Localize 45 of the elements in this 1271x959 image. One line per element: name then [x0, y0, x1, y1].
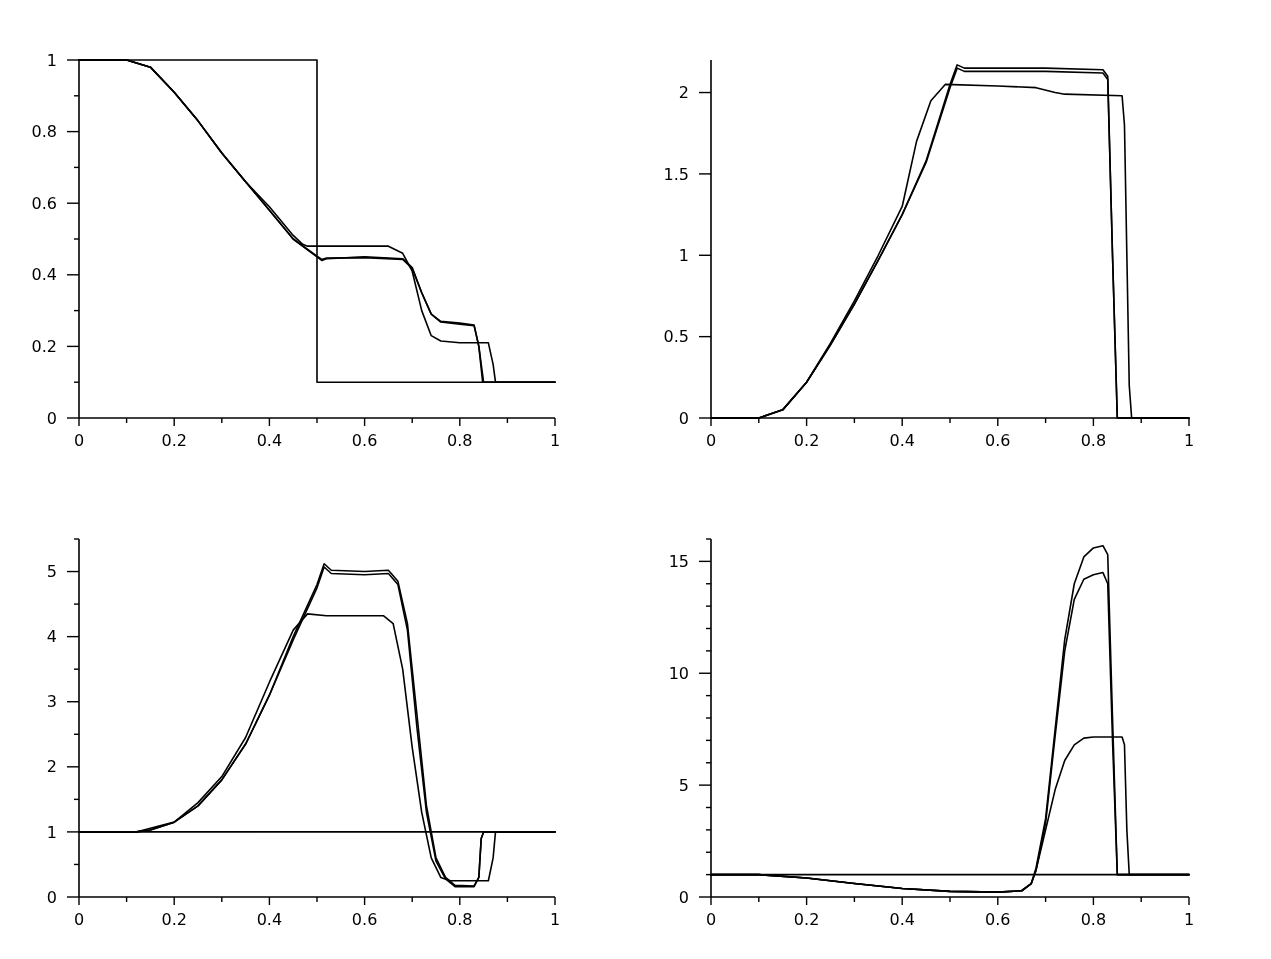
- y-tick-label: 0.6: [31, 193, 57, 213]
- y-tick-label: 10: [668, 663, 689, 683]
- x-tick-label: 0.4: [256, 431, 283, 450]
- x-tick-label: 1: [549, 910, 561, 929]
- x-tick-label: 0: [73, 431, 85, 450]
- x-tick-label: 0.4: [256, 910, 283, 929]
- y-tick-label: 3: [46, 692, 57, 712]
- x-tick-label: 1: [1183, 910, 1195, 929]
- y-tick-label: 2: [46, 757, 57, 777]
- x-tick-label: 1: [549, 431, 561, 450]
- x-tick-label: 0.4: [889, 910, 915, 929]
- y-tick-label: 0.4: [31, 265, 57, 285]
- y-tick-label: 0: [46, 887, 57, 907]
- y-tick-label: 2: [678, 83, 689, 103]
- y-tick-label: 0.8: [31, 122, 57, 142]
- y-tick-label: 1: [678, 245, 689, 265]
- y-tick-label: 15: [668, 551, 689, 571]
- y-tick-label: 0: [46, 408, 57, 428]
- y-tick-label: 4: [46, 627, 57, 647]
- x-tick-label: 0: [73, 910, 85, 929]
- y-tick-label: 0.5: [663, 327, 689, 347]
- x-tick-label: 1: [1183, 431, 1195, 450]
- x-tick-label: 0.6: [351, 910, 378, 929]
- y-tick-label: 0: [678, 408, 689, 428]
- x-tick-label: 0.8: [1080, 431, 1107, 450]
- x-tick-label: 0.4: [889, 431, 915, 450]
- x-tick-label: 0.2: [161, 431, 187, 450]
- y-tick-label: 0.2: [31, 337, 57, 356]
- y-tick-label: 1: [46, 50, 57, 70]
- x-tick-label: 0: [705, 910, 717, 929]
- x-tick-label: 0.8: [447, 431, 473, 450]
- y-tick-label: 1.5: [663, 164, 689, 184]
- y-tick-label: 5: [46, 562, 57, 582]
- x-tick-label: 0.6: [985, 910, 1011, 929]
- x-tick-label: 0.6: [985, 431, 1011, 450]
- x-tick-label: 0.2: [793, 910, 820, 929]
- x-tick-label: 0.2: [793, 431, 820, 450]
- x-tick-label: 0.2: [161, 910, 187, 929]
- y-tick-label: 5: [678, 775, 689, 795]
- x-tick-label: 0.8: [1080, 910, 1107, 929]
- x-tick-label: 0.8: [447, 910, 473, 929]
- x-tick-label: 0: [705, 431, 717, 450]
- y-tick-label: 0: [678, 887, 689, 907]
- x-tick-label: 0.6: [351, 431, 378, 450]
- y-tick-label: 1: [46, 822, 57, 842]
